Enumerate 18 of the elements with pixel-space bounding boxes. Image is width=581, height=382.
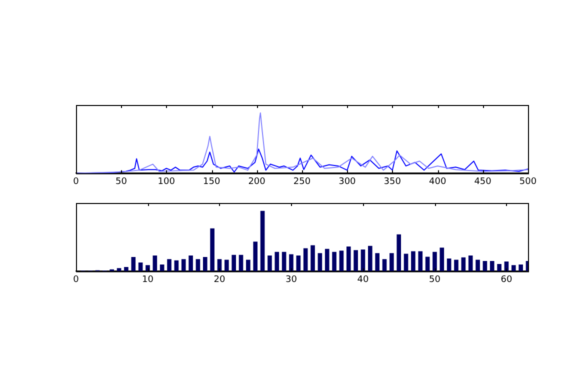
x-tick-label: 0 — [73, 176, 80, 187]
x-tick-label: 350 — [384, 176, 402, 187]
x-tick-label: 400 — [429, 176, 446, 187]
x-tick-label: 50 — [115, 176, 128, 187]
x-tick-label: 60 — [500, 274, 512, 285]
x-tick-label: 150 — [203, 176, 220, 187]
x-tick-label: 500 — [519, 176, 537, 187]
x-tick-label: 50 — [429, 274, 441, 285]
x-tick-label: 100 — [158, 176, 176, 187]
x-tick-label: 0 — [73, 274, 80, 285]
x-tick-label: 250 — [293, 176, 311, 187]
x-tick-label: 30 — [286, 274, 298, 285]
x-tick-label: 10 — [142, 274, 154, 285]
x-tick-label: 450 — [474, 176, 492, 187]
x-tick-label: 200 — [248, 176, 266, 187]
x-tick-label: 40 — [357, 274, 369, 285]
x-tick-label: 20 — [214, 274, 226, 285]
x-tick-label: 300 — [338, 176, 356, 187]
